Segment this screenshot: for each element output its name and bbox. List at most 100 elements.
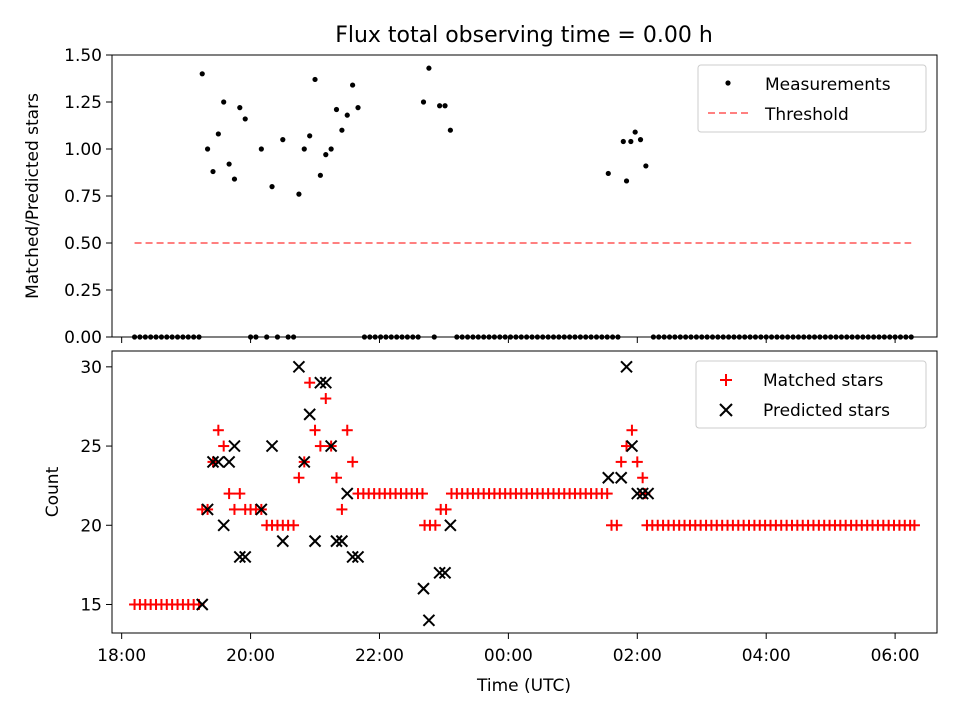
legend-matched-marker — [720, 374, 732, 386]
measurement-point — [231, 176, 238, 182]
predicted-point — [201, 503, 214, 516]
top-y-tick-label: 0.25 — [64, 281, 102, 301]
matched-point — [304, 377, 316, 389]
legend-matched-label: Matched stars — [763, 371, 883, 391]
matched-point — [320, 393, 332, 405]
measurement-point — [426, 65, 432, 71]
matched-point — [218, 440, 230, 452]
measurement-point — [620, 138, 626, 145]
matched-point — [309, 424, 321, 436]
measurement-point — [643, 163, 649, 169]
predicted-point — [233, 550, 247, 564]
bottom-panel: 15 20 25 30 18:00 20:00 22:00 00:00 02:00 04:00 0… — [43, 350, 938, 696]
top-y-axis-label: Matched/Predicted stars — [23, 93, 43, 299]
matched-point — [223, 488, 235, 500]
matched-point — [314, 440, 326, 452]
measurement-point — [226, 161, 232, 167]
measurement-point — [210, 168, 216, 175]
matched-point — [611, 519, 623, 531]
bottom-y-tick-label: 25 — [80, 437, 102, 457]
top-legend-box — [697, 64, 927, 133]
bottom-y-tick-label: 30 — [80, 358, 102, 378]
top-y-tick-label: 0.75 — [64, 187, 102, 207]
measurement-point — [328, 146, 334, 152]
top-chart-title: Flux total observing time = 0.00 h — [335, 23, 713, 48]
matched-point — [336, 503, 348, 515]
matched-point — [631, 456, 643, 468]
predicted-point — [641, 487, 655, 500]
predicted-point — [265, 439, 279, 453]
bottom-x-tick-label: 22:00 — [355, 646, 404, 666]
matched-point — [908, 519, 920, 531]
predicted-point — [341, 487, 354, 500]
matched-point — [416, 488, 428, 500]
predicted-point — [276, 534, 290, 548]
matched-point — [615, 456, 627, 468]
predicted-point — [206, 455, 220, 469]
bottom-x-tick-label: 18:00 — [97, 646, 146, 666]
predicted-point — [602, 471, 615, 484]
predicted-point — [292, 360, 306, 374]
legend-predicted-label: Predicted stars — [763, 401, 890, 421]
matched-point — [341, 424, 353, 436]
measurement-point — [237, 105, 243, 111]
measurement-point — [312, 76, 318, 83]
predicted-point — [433, 566, 446, 580]
predicted-point — [303, 408, 316, 421]
bottom-x-axis-label: Time (UTC) — [476, 676, 571, 696]
bottom-y-tick-label: 15 — [80, 595, 102, 615]
measurement-point — [317, 172, 323, 178]
measurement-point — [339, 127, 345, 133]
matched-point — [228, 503, 240, 515]
legend-threshold-label: Threshold — [764, 105, 849, 125]
top-y-tick-label: 0.50 — [64, 234, 102, 254]
bottom-marks — [129, 360, 920, 627]
matched-point — [234, 488, 246, 500]
predicted-point — [212, 455, 225, 469]
bottom-x-tick-label: 00:00 — [484, 646, 533, 666]
predicted-point — [255, 503, 268, 516]
top-panel: 0.00 0.25 0.50 0.75 1.00 1.25 1.50 Matched/Pre… — [23, 46, 938, 348]
matched-point — [288, 519, 300, 531]
predicted-point — [422, 614, 436, 627]
predicted-point — [351, 550, 365, 564]
predicted-point — [625, 439, 639, 453]
predicted-point — [196, 598, 209, 611]
matched-point — [347, 456, 359, 468]
top-y-tick-label: 1.50 — [64, 46, 102, 66]
measurement-point — [215, 131, 221, 137]
matched-point — [440, 503, 452, 515]
bottom-legend-box — [695, 360, 927, 429]
legend-measurements-marker — [725, 80, 731, 86]
measurement-point — [350, 82, 356, 88]
bottom-legend: Matched stars Predicted stars — [695, 360, 927, 429]
predicted-point — [217, 519, 230, 532]
predicted-point — [222, 455, 236, 469]
measurement-point — [447, 127, 453, 133]
measurement-point — [296, 191, 302, 197]
predicted-point — [417, 582, 430, 595]
measurement-point — [628, 138, 634, 145]
measurement-point — [258, 146, 264, 152]
measurement-point — [307, 133, 313, 139]
top-y-ticks: 0.00 0.25 0.50 0.75 1.00 1.25 1.50 — [64, 46, 112, 348]
measurement-point — [632, 129, 638, 135]
top-legend: Measurements Threshold — [697, 64, 927, 133]
predicted-point — [444, 519, 457, 532]
predicted-point — [620, 360, 633, 374]
measurement-point — [355, 105, 361, 111]
predicted-point — [239, 550, 252, 564]
measurement-point — [323, 152, 329, 158]
bottom-y-tick-label: 20 — [80, 516, 102, 536]
bottom-x-tick-label: 04:00 — [742, 646, 791, 666]
measurement-point — [221, 99, 227, 105]
bottom-x-tick-label: 06:00 — [871, 646, 920, 666]
measurement-point — [623, 178, 630, 184]
predicted-point — [308, 534, 322, 548]
bottom-y-ticks: 15 20 25 30 — [80, 358, 112, 615]
measurement-point — [637, 137, 644, 143]
legend-predicted-marker — [719, 403, 733, 417]
measurement-point — [437, 103, 443, 109]
matched-point — [621, 440, 633, 452]
bottom-x-tick-label: 20:00 — [226, 646, 275, 666]
